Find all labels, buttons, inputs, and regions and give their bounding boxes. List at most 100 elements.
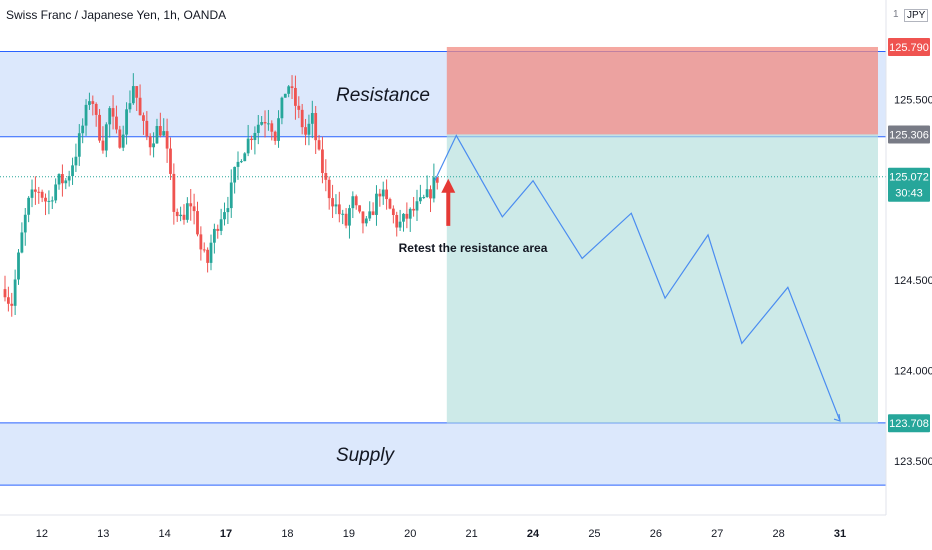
time-tick-label: 28: [773, 528, 785, 540]
candle-body: [351, 196, 355, 209]
candle-body: [408, 208, 412, 219]
candle-body: [307, 123, 311, 135]
candle-body: [300, 109, 304, 128]
candle-body: [310, 113, 314, 124]
candle-body: [121, 134, 125, 148]
candle-body: [331, 198, 334, 207]
candle-body: [250, 138, 253, 141]
candle-body: [358, 205, 361, 212]
candle-body: [283, 93, 287, 98]
candle-body: [229, 182, 233, 209]
candle-body: [354, 196, 358, 206]
candle-body: [422, 197, 426, 199]
time-axis[interactable]: [0, 515, 932, 550]
candle-body: [182, 214, 186, 220]
candle-body: [152, 143, 155, 148]
candle-body: [84, 104, 88, 126]
candle-body: [47, 200, 51, 202]
time-tick-label: 27: [711, 528, 723, 540]
candle-body: [101, 140, 105, 151]
candle-body: [317, 140, 321, 150]
candle-body: [263, 122, 267, 124]
time-tick-label: 31: [834, 528, 846, 540]
candle-body: [273, 131, 277, 141]
target-price-tag: [888, 414, 930, 433]
candle-body: [277, 118, 280, 141]
candle-body: [391, 208, 395, 215]
candle-body: [290, 86, 294, 88]
candle-body: [111, 108, 115, 117]
time-tick-label: 26: [650, 528, 662, 540]
currency-selector[interactable]: 1 JPY 0: [893, 6, 929, 24]
time-tick-label: 14: [159, 528, 171, 540]
candle-body: [206, 249, 210, 263]
entry-price-tag-label: 125.306: [889, 129, 929, 141]
stop-price-tag: [888, 37, 930, 56]
stop-loss-box[interactable]: [446, 46, 878, 135]
candle-body: [67, 176, 71, 181]
candle-body: [118, 129, 122, 148]
candle-body: [415, 201, 419, 211]
price-tick-label: 124.500: [894, 275, 932, 287]
candle-body: [91, 101, 95, 104]
entry-price-tag: [888, 125, 930, 144]
candle-body: [172, 173, 176, 212]
candle-body: [108, 108, 112, 125]
stop-price-tag-label: 125.790: [889, 42, 929, 54]
currency-prefix: 1: [893, 9, 899, 20]
candle-body: [327, 179, 331, 199]
candle-body: [145, 120, 149, 137]
candle-body: [125, 109, 128, 135]
candle-body: [287, 86, 291, 94]
candle-body: [429, 189, 432, 199]
candle-body: [402, 213, 405, 222]
candle-body: [253, 132, 257, 141]
projection-line[interactable]: [434, 134, 841, 422]
candle-body: [348, 208, 351, 226]
time-tick-label: 17: [220, 528, 232, 540]
candle-body: [361, 211, 365, 224]
candle-body: [267, 123, 270, 125]
candle-body: [233, 166, 237, 183]
price-axis[interactable]: [886, 0, 932, 515]
time-tick-label: 12: [36, 528, 48, 540]
retest-arrow-head: [441, 178, 456, 193]
candle-body: [17, 252, 20, 280]
candle-body: [98, 114, 101, 141]
candle-body: [297, 105, 301, 110]
candle-body: [81, 125, 85, 134]
candle-body: [239, 161, 243, 163]
current-price-tag-label: 125.072: [889, 172, 929, 184]
candle-body: [185, 203, 189, 220]
time-tick-label: 25: [588, 528, 600, 540]
candle-body: [435, 177, 439, 183]
candle-body: [155, 126, 159, 144]
candle-body: [169, 148, 172, 174]
candle-body: [20, 232, 24, 253]
candle-body: [199, 234, 203, 250]
candle-body: [236, 161, 240, 167]
candle-body: [104, 124, 108, 151]
candle-body: [246, 138, 250, 154]
candle-body: [135, 86, 139, 98]
candle-body: [405, 213, 409, 219]
candle-body: [6, 297, 10, 304]
candle-body: [321, 149, 324, 174]
candle-body: [77, 133, 81, 157]
candle-body: [175, 211, 179, 217]
current-price-tag: [888, 167, 930, 202]
candle-body: [432, 177, 436, 199]
candle-body: [243, 153, 247, 162]
candle-body: [61, 174, 64, 184]
resistance-label: Resistance: [336, 85, 430, 106]
candle-body: [33, 189, 37, 192]
candle-body: [3, 289, 7, 298]
retest-annotation: Retest the resistance area: [399, 241, 548, 255]
projection-arrowhead: [833, 413, 841, 422]
take-profit-box[interactable]: [446, 134, 878, 424]
candle-body: [364, 218, 368, 224]
supply-zone: [0, 422, 886, 486]
candle-body: [44, 197, 47, 202]
